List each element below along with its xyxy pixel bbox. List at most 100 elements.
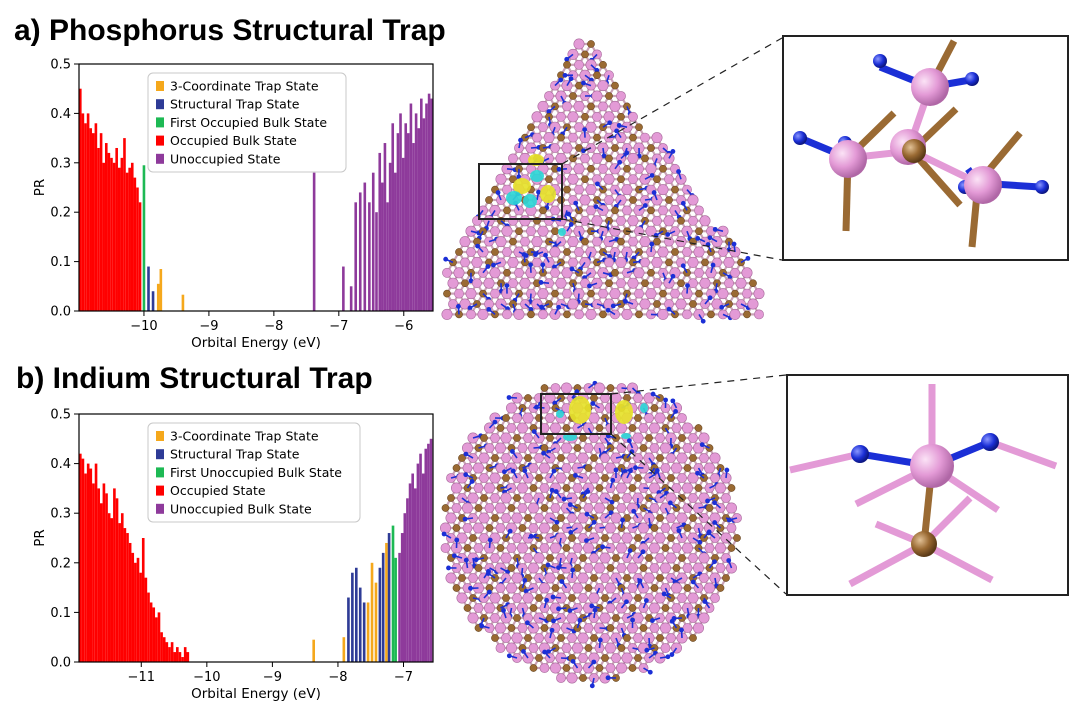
indium-atom bbox=[621, 308, 633, 320]
indium-atom bbox=[682, 309, 692, 320]
indium-atom bbox=[461, 442, 473, 454]
phosphorus-atom bbox=[659, 289, 667, 298]
ligand-atom bbox=[485, 571, 491, 576]
phosphorus-atom bbox=[656, 514, 664, 522]
x-tick-label: −11 bbox=[128, 670, 155, 685]
zoom-box-b bbox=[540, 393, 612, 435]
indium-atom bbox=[658, 205, 668, 216]
legend: 3-Coordinate Trap State Structural Trap S… bbox=[147, 72, 347, 173]
indium-atom bbox=[555, 277, 567, 289]
ligand-atom bbox=[504, 283, 510, 289]
bar bbox=[416, 463, 420, 662]
bar bbox=[92, 483, 95, 662]
legend-label: 3-Coordinate Trap State bbox=[170, 429, 319, 444]
indium-atom bbox=[537, 225, 549, 237]
legend-label: Structural Trap State bbox=[170, 447, 300, 462]
y-tick-label: 0.3 bbox=[50, 507, 71, 522]
indium-atom bbox=[459, 298, 471, 310]
phosphorus-atom bbox=[716, 584, 725, 592]
phosphorus-atom bbox=[611, 206, 619, 215]
phosphorus-atom bbox=[694, 424, 703, 432]
x-tick-label: −10 bbox=[193, 670, 220, 685]
indium-atom bbox=[694, 267, 704, 278]
indium-atom bbox=[562, 101, 572, 112]
bar bbox=[79, 88, 82, 311]
indium-atom bbox=[671, 483, 682, 493]
ligand-atom bbox=[570, 567, 576, 573]
indium-atom bbox=[523, 493, 533, 503]
indium-atom bbox=[561, 442, 573, 454]
bar bbox=[128, 167, 131, 311]
ligand-atom bbox=[965, 72, 979, 86]
indium-atom bbox=[567, 173, 579, 185]
bar bbox=[126, 533, 129, 662]
ligand-atom bbox=[533, 252, 538, 258]
ligand-atom bbox=[507, 528, 513, 534]
indium-atom bbox=[594, 382, 606, 394]
indium-atom bbox=[633, 267, 645, 279]
ligand-atom bbox=[793, 131, 807, 145]
indium-atom bbox=[567, 513, 577, 523]
ligand-atom bbox=[456, 304, 461, 309]
phosphorus-atom bbox=[656, 634, 664, 642]
indium-atom bbox=[577, 632, 589, 644]
ligand-atom bbox=[473, 557, 479, 563]
ligand-atom bbox=[556, 606, 561, 612]
phosphorus-atom bbox=[629, 133, 637, 142]
indium-atom bbox=[583, 503, 594, 513]
bar bbox=[97, 147, 100, 311]
indium-atom bbox=[473, 543, 484, 553]
phosphorus-atom bbox=[502, 414, 510, 422]
indium-atom bbox=[649, 563, 660, 573]
indium-atom bbox=[654, 532, 666, 544]
bar bbox=[400, 533, 404, 662]
bar bbox=[381, 552, 385, 662]
phosphorus-atom bbox=[496, 424, 505, 432]
indium-atom bbox=[479, 473, 489, 483]
ligand-atom bbox=[640, 549, 646, 555]
bar bbox=[104, 143, 108, 311]
phosphorus-atom bbox=[605, 154, 613, 163]
bar bbox=[94, 463, 98, 662]
phosphorus-atom bbox=[563, 310, 571, 319]
ligand-atom bbox=[553, 489, 559, 494]
phosphorus-atom bbox=[606, 384, 615, 392]
indium-atom bbox=[495, 643, 506, 653]
indium-atom bbox=[550, 267, 560, 278]
indium-atom bbox=[666, 633, 676, 643]
ligand-atom bbox=[617, 159, 623, 165]
indium-atom bbox=[512, 533, 522, 543]
indium-atom bbox=[605, 642, 617, 654]
indium-atom bbox=[616, 215, 626, 226]
indium-atom bbox=[640, 257, 650, 268]
indium-atom bbox=[699, 513, 709, 523]
indium-atom bbox=[682, 563, 693, 573]
indium-atom bbox=[544, 153, 554, 164]
indium-atom bbox=[440, 522, 451, 534]
ligand-atom bbox=[510, 468, 516, 474]
phosphorus-atom bbox=[535, 474, 543, 482]
indium-atom bbox=[502, 247, 512, 257]
indium-atom bbox=[598, 226, 608, 237]
indium-atom bbox=[580, 153, 590, 164]
ligand-atom bbox=[469, 479, 475, 484]
indium-atom bbox=[574, 184, 584, 195]
phosphorus-atom bbox=[515, 227, 523, 236]
phosphorus-atom bbox=[635, 310, 643, 319]
indium-atom bbox=[718, 247, 728, 257]
indium-atom bbox=[676, 512, 688, 524]
phosphorus-atom bbox=[678, 494, 686, 502]
bar bbox=[358, 587, 362, 662]
phosphorus-atom bbox=[447, 494, 455, 502]
bar bbox=[430, 98, 433, 311]
indium-atom bbox=[506, 423, 517, 433]
phosphorus-atom bbox=[587, 40, 595, 48]
phosphorus-atom bbox=[731, 289, 739, 298]
nanocrystal-lattice bbox=[440, 380, 742, 689]
ligand-atom bbox=[585, 489, 591, 494]
phosphorus-atom bbox=[727, 484, 736, 492]
phosphorus-atom bbox=[557, 514, 565, 522]
ligand-atom bbox=[551, 618, 556, 624]
ligand-atom bbox=[591, 519, 597, 525]
phosphorus-atom bbox=[605, 92, 613, 100]
